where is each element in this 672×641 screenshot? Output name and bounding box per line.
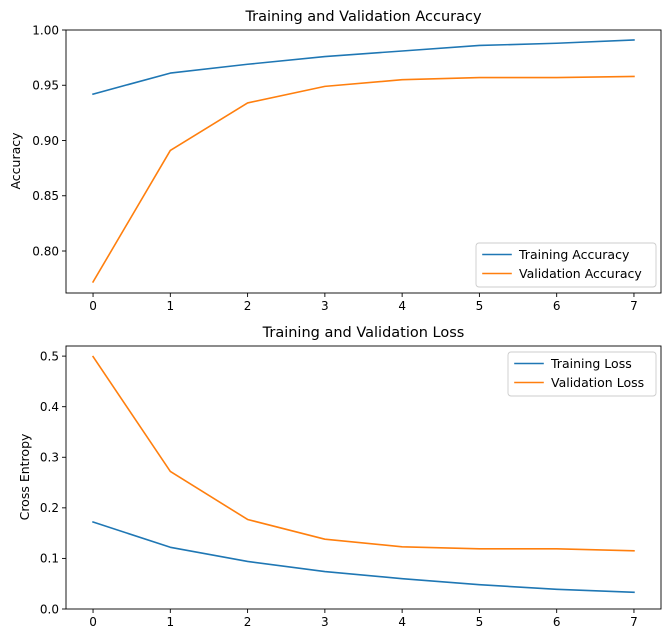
- legend-box: [507, 351, 657, 397]
- legend-label-training-accuracy: Training Accuracy: [518, 247, 630, 262]
- y-tick-label: 0.5: [40, 349, 59, 363]
- series-line-training-loss: [92, 521, 635, 594]
- x-tick-label: 1: [166, 615, 174, 629]
- x-tick-label: 6: [553, 299, 561, 313]
- x-tick-label: 4: [398, 615, 406, 629]
- x-tick-label: 6: [553, 615, 561, 629]
- axis-ticks: 0 1 2 3 4 5 6 7 0.80 0.85 0.90 0.95 1.00: [32, 23, 637, 313]
- x-tick-label: 1: [166, 299, 174, 313]
- series-line-training-accuracy: [92, 39, 635, 96]
- y-tick-label: 0.85: [32, 189, 59, 203]
- plot-area: [65, 345, 662, 610]
- legend-label-validation-accuracy: Validation Accuracy: [519, 266, 642, 281]
- y-axis-label: Cross Entropy: [17, 433, 32, 520]
- series-line-validation-accuracy: [91, 75, 635, 284]
- accuracy-chart: Training and Validation Accuracy Accurac…: [8, 9, 662, 313]
- x-tick-label: 5: [476, 615, 484, 629]
- x-tick-label: 3: [321, 299, 329, 313]
- legend-label-training-loss: Training Loss: [550, 356, 632, 371]
- series-lines: [91, 39, 635, 284]
- axis-ticks: 0 1 2 3 4 5 6 7 0.0 0.1 0.2 0.3 0.4 0.5: [40, 349, 638, 629]
- y-tick-label: 0.90: [32, 134, 59, 148]
- x-tick-label: 5: [476, 299, 484, 313]
- loss-chart: Training and Validation Loss Cross Entro…: [17, 325, 662, 629]
- y-tick-label: 0.1: [40, 552, 59, 566]
- x-tick-label: 2: [244, 299, 252, 313]
- y-tick-label: 0.4: [40, 400, 59, 414]
- y-tick-label: 0.3: [40, 451, 59, 465]
- x-tick-label: 7: [630, 615, 638, 629]
- y-tick-label: 0.2: [40, 501, 59, 515]
- series-lines: [91, 355, 635, 594]
- y-axis-label: Accuracy: [8, 132, 23, 190]
- y-tick-label: 0.0: [40, 602, 59, 616]
- x-tick-label: 3: [321, 615, 329, 629]
- legend-box: [475, 242, 657, 288]
- x-tick-label: 2: [244, 615, 252, 629]
- x-tick-label: 7: [630, 299, 638, 313]
- plot-area: [65, 29, 662, 294]
- x-tick-label: 4: [398, 299, 406, 313]
- y-tick-label: 0.80: [32, 244, 59, 258]
- y-tick-label: 1.00: [32, 23, 59, 37]
- series-line-validation-loss: [91, 355, 635, 552]
- x-tick-label: 0: [89, 299, 97, 313]
- y-tick-label: 0.95: [32, 79, 59, 93]
- legend-label-validation-loss: Validation Loss: [551, 375, 644, 390]
- chart-title: Training and Validation Accuracy: [244, 9, 482, 25]
- x-tick-label: 0: [89, 615, 97, 629]
- legend: Training Accuracy Validation Accuracy: [475, 242, 657, 288]
- chart-title: Training and Validation Loss: [262, 325, 465, 341]
- legend: Training Loss Validation Loss: [507, 351, 657, 397]
